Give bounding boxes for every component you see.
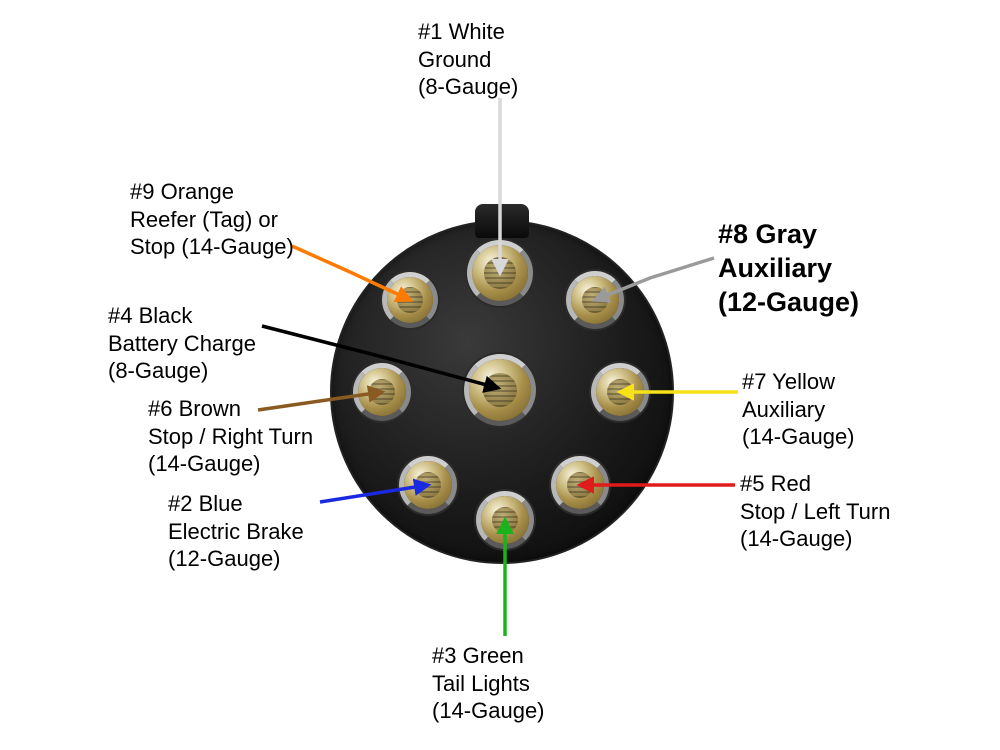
diagram-stage: #1 White Ground (8-Gauge) #9 Orange Reefe… — [0, 0, 1000, 750]
label-pin-1: #1 White Ground (8-Gauge) — [418, 18, 518, 101]
pin-1-white — [472, 245, 528, 301]
connector-key-notch — [475, 204, 529, 238]
pin-8-gray — [571, 276, 619, 324]
label-pin-2: #2 Blue Electric Brake (12-Gauge) — [168, 490, 304, 573]
pin-9-orange — [387, 277, 433, 323]
label-pin-7: #7 Yellow Auxiliary (14-Gauge) — [742, 368, 855, 451]
label-pin-6: #6 Brown Stop / Right Turn (14-Gauge) — [148, 395, 313, 478]
label-pin-5: #5 Red Stop / Left Turn (14-Gauge) — [740, 470, 890, 553]
label-pin-9: #9 Orange Reefer (Tag) or Stop (14-Gauge… — [130, 178, 294, 261]
pin-5-red — [556, 461, 604, 509]
pin-2-blue — [404, 461, 452, 509]
pin-3-green — [481, 496, 529, 544]
label-pin-8: #8 Gray Auxiliary (12-Gauge) — [718, 218, 859, 319]
pin-4-black — [469, 359, 531, 421]
pin-6-brown — [358, 368, 406, 416]
label-pin-4: #4 Black Battery Charge (8-Gauge) — [108, 302, 256, 385]
label-pin-3: #3 Green Tail Lights (14-Gauge) — [432, 642, 545, 725]
pin-7-yellow — [596, 368, 644, 416]
